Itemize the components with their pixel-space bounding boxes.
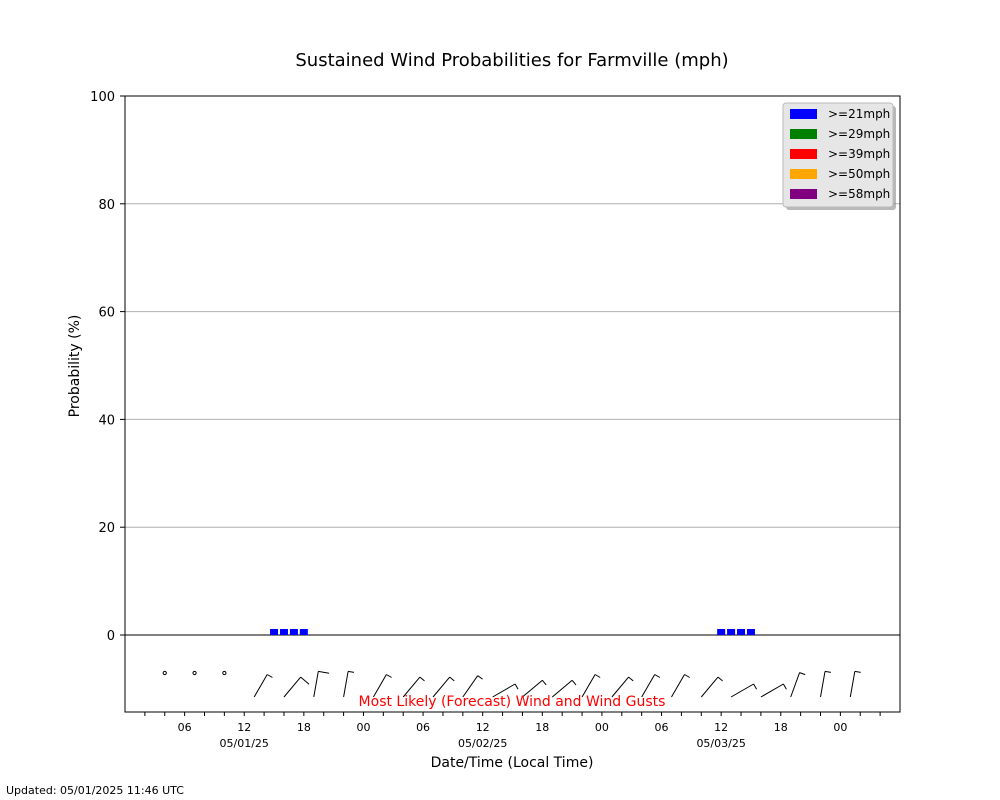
probability-bar [717, 629, 726, 635]
x-tick-label: 12 [237, 721, 251, 734]
grid-lines [125, 203, 900, 528]
wind-barb [492, 683, 519, 698]
wind-barb [849, 670, 861, 698]
x-axis-label: Date/Time (Local Time) [431, 755, 594, 771]
legend-swatch [790, 129, 817, 139]
wind-barbs [162, 670, 861, 698]
legend-swatch [790, 109, 817, 119]
plot-frame [124, 95, 901, 713]
wind-barb-calm [162, 670, 167, 676]
wind-barb [611, 676, 634, 698]
wind-barb [522, 679, 547, 698]
wind-barb [402, 676, 425, 698]
x-date-label: 05/02/25 [458, 737, 507, 750]
probability-bars [270, 629, 755, 635]
legend-swatch [790, 169, 817, 179]
y-tick-label: 40 [98, 413, 115, 428]
chart-title: Sustained Wind Probabilities for Farmvil… [295, 50, 728, 71]
x-tick-label: 12 [476, 721, 490, 734]
x-date-label: 05/01/25 [220, 737, 269, 750]
x-axis-ticks: 06 12 05/01/25 18 00 06 12 05/02/25 18 00 06 12 05/0… [144, 712, 881, 750]
wind-barb-calm [192, 670, 197, 676]
wind-barb [343, 670, 355, 698]
y-tick-label: 20 [98, 521, 115, 536]
legend-label: >=50mph [828, 167, 890, 181]
wind-barb [253, 674, 273, 698]
wind-barb [462, 675, 483, 698]
probability-bar [270, 629, 279, 635]
wind-barb [820, 670, 831, 698]
y-axis-label: Probability (%) [67, 315, 83, 418]
x-tick-label: 18 [774, 721, 788, 734]
x-tick-label: 06 [655, 721, 669, 734]
x-tick-label: 18 [535, 721, 549, 734]
legend-swatch [790, 149, 817, 159]
wind-barb [551, 679, 577, 698]
wind-barb [432, 676, 455, 698]
legend-label: >=39mph [828, 147, 890, 161]
wind-barb [581, 674, 601, 698]
wind-barb [313, 670, 330, 698]
wind-barb [372, 674, 392, 698]
wind-barb-calm [222, 670, 227, 676]
probability-bar [737, 629, 746, 635]
probability-bar [727, 629, 736, 635]
legend-label: >=21mph [828, 107, 890, 121]
wind-barb [641, 674, 661, 698]
x-tick-label: 06 [178, 721, 192, 734]
x-tick-label: 00 [356, 721, 370, 734]
x-tick-label: 00 [595, 721, 609, 734]
y-tick-label: 60 [98, 306, 115, 321]
y-tick-label: 80 [98, 198, 115, 213]
y-tick-label: 0 [107, 629, 115, 644]
x-tick-label: 18 [297, 721, 311, 734]
x-tick-label: 00 [833, 721, 847, 734]
legend-label: >=29mph [828, 127, 890, 141]
wind-barb [760, 683, 787, 698]
wind-barb [730, 683, 758, 698]
wind-barb [700, 676, 723, 698]
probability-bar [299, 629, 308, 635]
wind-barb [790, 672, 806, 698]
probability-bar [279, 629, 288, 635]
legend: >=21mph >=29mph >=39mph >=50mph >=58mph [782, 102, 896, 210]
wind-barb [671, 674, 690, 698]
y-axis-ticks: 0 20 40 60 80 100 [90, 90, 125, 644]
wind-barb [283, 676, 310, 698]
updated-timestamp: Updated: 05/01/2025 11:46 UTC [6, 784, 184, 797]
x-tick-label: 06 [416, 721, 430, 734]
legend-swatch [790, 189, 817, 199]
y-tick-label: 100 [90, 90, 115, 105]
probability-bar [289, 629, 298, 635]
probability-bar [746, 629, 755, 635]
x-tick-label: 12 [714, 721, 728, 734]
legend-label: >=58mph [828, 187, 890, 201]
forecast-wind-note: Most Likely (Forecast) Wind and Wind Gus… [359, 694, 666, 710]
x-date-label: 05/03/25 [696, 737, 745, 750]
